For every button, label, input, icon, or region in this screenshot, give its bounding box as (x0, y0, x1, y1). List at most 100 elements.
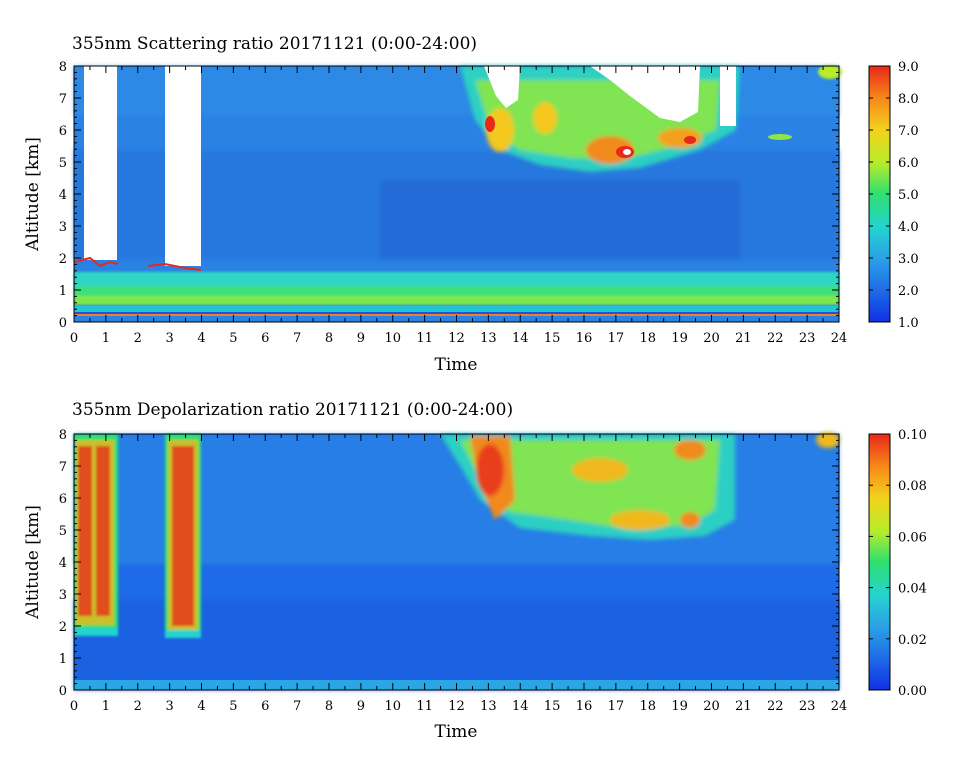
x-tick-label: 0 (70, 331, 78, 346)
colorbar-tick-label: 0.00 (898, 684, 927, 699)
x-tick-label: 0 (70, 699, 78, 714)
colorbar-tick-label: 0.04 (898, 582, 927, 597)
cloud-core (460, 440, 720, 530)
y-ticks-2: 0 1 2 3 4 5 6 7 8 (59, 428, 839, 699)
colorbar-tick-label: 2.0 (898, 284, 919, 299)
y-tick-label: 4 (59, 188, 67, 203)
x-tick-label: 9 (357, 699, 365, 714)
near-surface-band (74, 306, 839, 312)
x-tick-label: 2 (134, 331, 142, 346)
colorbar-ticks-2: 0.00 0.02 0.04 0.06 0.08 0.10 (869, 428, 927, 699)
x-tick-label: 1 (102, 331, 110, 346)
cloud-peak-4 (684, 136, 696, 144)
no-data-column-1 (84, 66, 117, 260)
cloud-hot-6 (680, 512, 700, 528)
colorbar-tick-label: 8.0 (898, 92, 919, 107)
y-tick-label: 3 (59, 220, 67, 235)
no-data-patch-3 (720, 66, 736, 126)
y-tick-label: 0 (59, 316, 67, 331)
x-tick-label: 3 (165, 699, 173, 714)
y-tick-label: 2 (59, 620, 67, 635)
chart-title: 355nm Depolarization ratio 20171121 (0:0… (72, 400, 513, 420)
x-tick-label: 12 (448, 331, 465, 346)
colorbar-tick-label: 0.08 (898, 479, 927, 494)
y-ticks-1: 0 1 2 3 4 5 6 7 8 (59, 60, 839, 331)
no-data-patch-1 (484, 66, 520, 108)
colorbar-tick-label: 3.0 (898, 252, 919, 267)
x-tick-label: 24 (831, 331, 848, 346)
y-tick-label: 1 (59, 284, 67, 299)
x-tick-label: 11 (416, 331, 433, 346)
y-tick-label: 7 (59, 460, 67, 475)
column-base (74, 628, 118, 636)
x-tick-label: 18 (639, 699, 656, 714)
x-tick-label: 22 (767, 699, 784, 714)
boundary-layer-core (74, 296, 839, 305)
x-tick-label: 6 (261, 699, 269, 714)
plot-area-1 (73, 65, 842, 322)
x-tick-label: 12 (448, 699, 465, 714)
x-tick-label: 15 (544, 331, 561, 346)
x-tick-label: 4 (197, 699, 205, 714)
y-tick-label: 5 (59, 156, 67, 171)
x-tick-label: 13 (480, 331, 497, 346)
colorbar-tick-label: 1.0 (898, 316, 919, 331)
near-surface-line (74, 312, 839, 314)
high-cloud-topright (818, 65, 842, 79)
colorbar-tick-label: 0.10 (898, 428, 927, 443)
cloud-peak-1 (485, 116, 495, 132)
x-tick-label: 1 (102, 699, 110, 714)
high-cloud-topright (816, 432, 840, 448)
cloud-hot-2 (476, 444, 504, 496)
x-axis-label: Time (435, 355, 478, 375)
colorbar-tick-label: 0.02 (898, 633, 927, 648)
chart-title: 355nm Scattering ratio 20171121 (0:00-24… (72, 34, 477, 54)
y-tick-label: 0 (59, 684, 67, 699)
x-tick-label: 5 (229, 699, 237, 714)
x-tick-label: 24 (831, 699, 848, 714)
x-tick-label: 23 (799, 699, 816, 714)
x-tick-label: 13 (480, 699, 497, 714)
x-tick-label: 16 (576, 331, 593, 346)
cirrus-column-1-hot (96, 446, 110, 616)
cirrus-column-1-hot (78, 446, 92, 616)
y-tick-label: 1 (59, 652, 67, 667)
y-tick-label: 6 (59, 124, 67, 139)
y-tick-label: 8 (59, 60, 67, 75)
x-tick-label: 21 (735, 331, 752, 346)
cloud-cell-3 (658, 128, 702, 148)
cloud-hot-4 (572, 458, 628, 482)
x-tick-label: 19 (671, 331, 688, 346)
cloud-hot-3 (610, 510, 670, 530)
y-tick-label: 7 (59, 92, 67, 107)
x-tick-label: 17 (608, 331, 625, 346)
plot-area-2 (74, 432, 840, 690)
cloud-hot-5 (674, 440, 706, 460)
y-tick-label: 8 (59, 428, 67, 443)
x-tick-label: 4 (197, 331, 205, 346)
x-tick-label: 8 (325, 331, 333, 346)
colorbar-tick-label: 0.06 (898, 530, 927, 545)
x-ticks-1: 0 1 2 3 4 5 6 7 8 9 10 11 12 13 14 15 16 17 18 19 20 21 22 23 24 (70, 66, 847, 346)
x-tick-label: 19 (671, 699, 688, 714)
no-data-column-2 (165, 66, 201, 266)
x-tick-label: 17 (608, 699, 625, 714)
x-tick-label: 7 (293, 699, 301, 714)
x-tick-label: 7 (293, 331, 301, 346)
x-tick-label: 14 (512, 699, 529, 714)
colorbar-tick-label: 9.0 (898, 60, 919, 75)
x-tick-label: 21 (735, 699, 752, 714)
x-tick-label: 20 (703, 699, 720, 714)
x-axis-label: Time (435, 722, 478, 742)
x-tick-label: 11 (416, 699, 433, 714)
x-tick-label: 10 (384, 699, 401, 714)
colorbar-ticks-1: 1.0 2.0 3.0 4.0 5.0 6.0 7.0 8.0 9.0 (869, 60, 919, 331)
x-tick-label: 9 (357, 331, 365, 346)
y-tick-label: 4 (59, 556, 67, 571)
y-tick-label: 2 (59, 252, 67, 267)
x-tick-label: 8 (325, 699, 333, 714)
x-tick-label: 16 (576, 699, 593, 714)
colorbar-tick-label: 6.0 (898, 156, 919, 171)
y-tick-label: 6 (59, 492, 67, 507)
